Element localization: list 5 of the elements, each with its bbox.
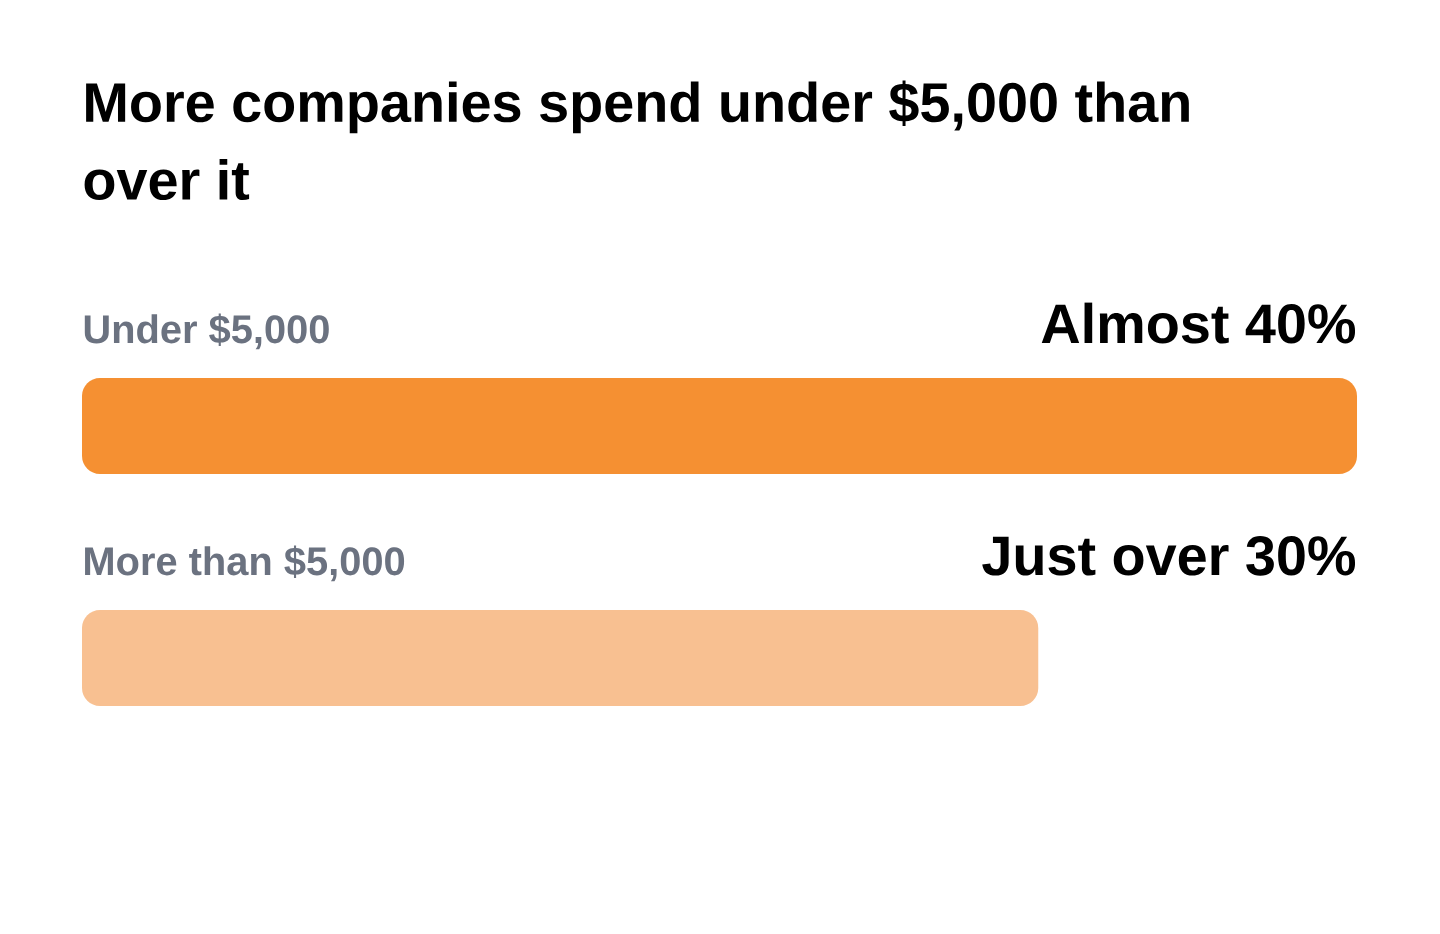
data-label: Almost 40% [1041, 302, 1356, 344]
y-tick-label: More than $5,000 [85, 545, 405, 582]
data-label: Just over 30% [982, 536, 1356, 576]
y-tick-label: Under $5,000 [84, 313, 329, 350]
chart-title: More companies spend under $5,000 than over it [84, 80, 1189, 201]
